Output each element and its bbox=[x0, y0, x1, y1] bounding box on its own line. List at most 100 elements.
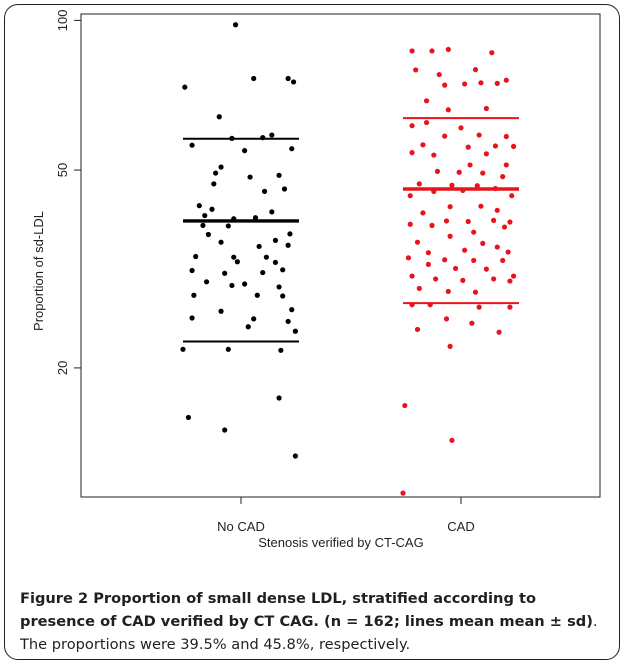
data-point bbox=[409, 48, 415, 54]
y-axis-title: Proportion of sd-LDL bbox=[31, 211, 46, 331]
x-tick-label: No CAD bbox=[217, 519, 265, 534]
data-point bbox=[256, 243, 262, 250]
data-point bbox=[462, 247, 468, 253]
data-point bbox=[507, 304, 513, 310]
data-point bbox=[251, 316, 257, 322]
data-point bbox=[491, 276, 497, 282]
data-point bbox=[429, 222, 435, 228]
data-point bbox=[489, 50, 495, 56]
data-point bbox=[467, 162, 473, 168]
data-point bbox=[445, 107, 451, 113]
data-point bbox=[423, 119, 430, 126]
x-axis-title: Stenosis verified by CT-CAG bbox=[258, 535, 423, 550]
data-point bbox=[447, 343, 453, 349]
data-point bbox=[289, 146, 295, 152]
data-point bbox=[185, 414, 192, 421]
data-point bbox=[465, 218, 471, 225]
data-point bbox=[503, 162, 509, 168]
data-point bbox=[474, 183, 480, 189]
plot-border bbox=[80, 13, 601, 498]
data-point bbox=[500, 257, 506, 264]
data-point bbox=[478, 80, 484, 86]
figure-frame: 20 50 100 No CAD CAD Stenosis verified by CT… bbox=[4, 4, 620, 660]
y-tick-label: 100 bbox=[55, 10, 70, 32]
data-point bbox=[507, 219, 513, 225]
data-point bbox=[205, 231, 211, 238]
data-point bbox=[469, 320, 475, 326]
data-point bbox=[509, 193, 515, 199]
data-point bbox=[494, 80, 500, 86]
chart: 20 50 100 No CAD CAD Stenosis verified by CT… bbox=[31, 10, 601, 550]
data-point bbox=[272, 237, 279, 243]
data-point bbox=[276, 284, 282, 290]
data-point bbox=[420, 210, 426, 216]
data-point bbox=[492, 143, 499, 149]
data-point bbox=[222, 270, 228, 276]
data-point bbox=[189, 142, 195, 148]
data-point bbox=[405, 255, 412, 261]
data-point bbox=[191, 292, 197, 298]
data-point bbox=[218, 239, 224, 245]
data-point bbox=[200, 222, 206, 228]
data-point bbox=[234, 259, 240, 265]
data-point bbox=[429, 48, 435, 54]
data-point bbox=[443, 218, 450, 224]
data-point bbox=[276, 172, 282, 178]
data-point bbox=[501, 224, 508, 230]
data-point bbox=[443, 316, 450, 322]
data-point bbox=[292, 328, 298, 334]
data-point bbox=[209, 206, 215, 212]
data-point bbox=[478, 203, 484, 209]
data-point bbox=[242, 148, 248, 154]
data-point bbox=[472, 67, 479, 73]
data-point bbox=[196, 203, 202, 209]
data-point bbox=[193, 253, 199, 260]
data-point bbox=[456, 169, 462, 175]
data-point bbox=[280, 293, 286, 299]
data-point bbox=[407, 193, 413, 199]
data-point bbox=[218, 308, 224, 314]
data-point bbox=[413, 67, 419, 73]
data-point bbox=[476, 304, 482, 310]
data-point bbox=[449, 182, 455, 188]
data-point bbox=[471, 229, 477, 235]
data-point bbox=[247, 174, 253, 180]
data-point bbox=[431, 152, 437, 158]
data-point bbox=[213, 170, 219, 176]
data-point bbox=[423, 98, 430, 104]
data-point bbox=[202, 212, 208, 219]
data-point bbox=[496, 329, 502, 335]
data-point bbox=[494, 207, 500, 213]
caption-rest: . The proportions were 39.5% and 45.8%, … bbox=[20, 613, 598, 653]
data-point bbox=[505, 249, 511, 255]
data-point bbox=[242, 281, 248, 287]
data-point bbox=[280, 267, 286, 273]
data-point bbox=[510, 143, 517, 149]
data-point bbox=[510, 273, 517, 279]
data-point bbox=[436, 71, 442, 78]
data-point bbox=[447, 204, 453, 210]
data-point bbox=[231, 254, 237, 260]
data-point bbox=[483, 151, 489, 157]
data-point bbox=[276, 395, 282, 401]
data-point bbox=[462, 81, 468, 87]
data-point bbox=[500, 174, 506, 180]
data-point bbox=[272, 259, 279, 266]
data-point bbox=[460, 277, 466, 283]
data-point bbox=[409, 273, 415, 279]
data-point bbox=[269, 132, 275, 138]
data-point bbox=[471, 257, 477, 264]
data-point bbox=[420, 142, 426, 148]
data-point bbox=[434, 168, 441, 174]
data-point bbox=[503, 77, 509, 83]
data-point bbox=[402, 402, 408, 409]
data-point bbox=[285, 75, 291, 82]
data-point bbox=[225, 346, 231, 352]
data-point bbox=[442, 82, 448, 88]
data-point bbox=[263, 254, 269, 260]
data-point bbox=[261, 188, 268, 194]
data-point bbox=[416, 285, 422, 292]
data-point bbox=[414, 239, 421, 245]
data-point bbox=[269, 209, 275, 215]
data-point bbox=[449, 437, 455, 443]
